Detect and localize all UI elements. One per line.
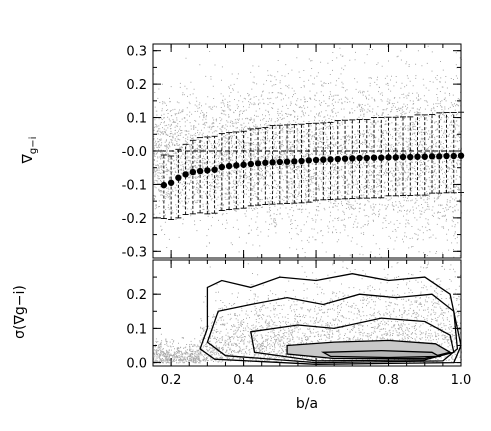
median-point xyxy=(298,157,305,165)
contour-level-1 xyxy=(199,273,462,365)
y-tick-label: 0.1 xyxy=(126,322,147,337)
median-point xyxy=(428,153,436,160)
median-point xyxy=(363,154,370,162)
y-tick-label: 0.2 xyxy=(126,288,147,303)
y-tick-label: -0.1 xyxy=(122,178,147,193)
median-point xyxy=(291,158,298,165)
x-tick-label: 0.2 xyxy=(161,373,182,388)
median-point xyxy=(312,156,320,164)
median-point xyxy=(175,174,182,181)
median-point xyxy=(182,171,189,178)
median-point xyxy=(399,153,407,161)
contour-level-2 xyxy=(206,293,459,364)
median-point xyxy=(407,153,414,161)
median-point xyxy=(211,166,218,173)
x-tick-label: 0.8 xyxy=(378,373,399,388)
median-point xyxy=(378,154,385,161)
top-errorbars xyxy=(160,111,464,220)
median-point xyxy=(233,162,240,169)
scatter-cloud-points xyxy=(153,261,462,364)
median-point xyxy=(276,158,284,166)
median-point xyxy=(341,155,349,162)
median-point xyxy=(443,152,450,160)
median-point xyxy=(305,157,313,164)
median-point xyxy=(218,163,226,171)
x-tick-label: 0.6 xyxy=(306,373,327,388)
median-point xyxy=(262,159,269,166)
top-y-axis-label: ∇g−i xyxy=(20,137,39,165)
median-point xyxy=(204,167,211,174)
median-point xyxy=(436,153,443,160)
median-point xyxy=(421,153,428,160)
median-point xyxy=(269,159,276,166)
median-point xyxy=(450,152,457,160)
median-point xyxy=(414,153,421,160)
median-point xyxy=(240,161,247,168)
bottom-plot-frame xyxy=(152,259,462,367)
x-tick-label: 1.0 xyxy=(451,373,472,388)
median-point xyxy=(327,156,334,163)
y-tick-label: 0.3 xyxy=(126,45,147,60)
y-tick-label: -0.2 xyxy=(122,212,147,227)
y-tick-label: 0.0 xyxy=(126,357,147,372)
median-point xyxy=(385,154,392,161)
median-point xyxy=(189,168,197,176)
bottom-axis-ticks: 0.0 0.1 0.2 0.2 0.4 0.6 0.8 1.0 xyxy=(126,260,471,388)
median-point xyxy=(196,167,204,175)
top-y-label-symbol: ∇ xyxy=(20,153,36,164)
median-point xyxy=(356,154,363,162)
median-point xyxy=(392,154,399,161)
y-tick-label: -0.3 xyxy=(122,245,147,260)
median-point xyxy=(349,155,356,162)
top-median-points xyxy=(160,152,465,189)
median-point xyxy=(320,156,327,163)
y-tick-label: -0.0 xyxy=(122,145,147,160)
bottom-panel: 0.0 0.1 0.2 0.2 0.4 0.6 0.8 1.0 σ(∇g−i) b/a xyxy=(12,259,471,412)
top-axis-ticks: -0.3 -0.2 -0.1 -0.0 0.1 0.2 0.3 xyxy=(122,44,462,260)
median-point xyxy=(254,160,262,167)
bottom-scatter-cloud xyxy=(153,261,462,364)
median-point xyxy=(334,155,341,163)
median-point xyxy=(247,160,255,168)
scatter-cloud-points xyxy=(153,45,462,258)
y-tick-label: 0.1 xyxy=(126,112,147,127)
contour-level-5 xyxy=(320,349,442,359)
bottom-y-axis-label: σ(∇g−i) xyxy=(12,285,28,339)
contour-level-3 xyxy=(250,317,455,362)
bottom-contours xyxy=(199,273,462,365)
top-y-label-subscript: g−i xyxy=(28,137,39,155)
median-point xyxy=(167,179,175,186)
median-point xyxy=(283,158,291,165)
median-point xyxy=(370,154,378,161)
median-point xyxy=(160,181,168,189)
top-scatter-cloud xyxy=(153,45,462,258)
x-axis-label: b/a xyxy=(296,396,318,412)
x-tick-label: 0.4 xyxy=(233,373,254,388)
top-panel: -0.3 -0.2 -0.1 -0.0 0.1 0.2 0.3 ∇g−i xyxy=(20,43,465,260)
median-point xyxy=(225,162,233,170)
y-tick-label: 0.2 xyxy=(126,78,147,93)
